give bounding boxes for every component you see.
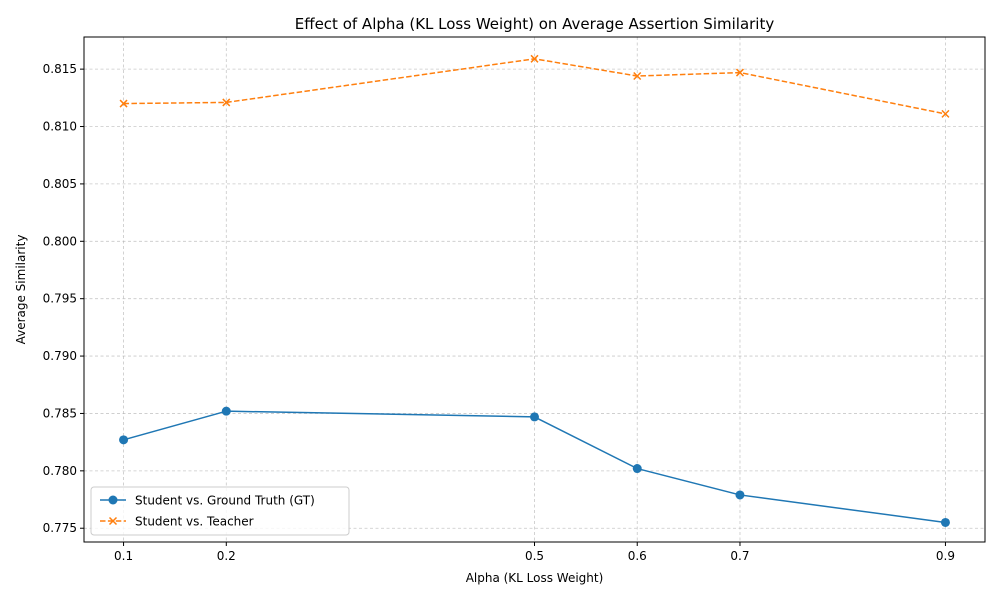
data-point <box>632 464 642 474</box>
legend: Student vs. Ground Truth (GT) Student vs… <box>90 486 350 536</box>
y-tick-label: 0.805 <box>43 177 77 191</box>
y-axis-label: Average Similarity <box>14 235 28 345</box>
data-point <box>530 412 539 422</box>
x-tick-label: 0.7 <box>730 549 749 563</box>
data-point <box>119 99 128 108</box>
series-line <box>123 410 946 524</box>
legend-box <box>90 486 350 536</box>
x-tick-label: 0.9 <box>936 549 955 563</box>
chart-title: Effect of Alpha (KL Loss Weight) on Aver… <box>295 15 775 33</box>
y-tick-label: 0.790 <box>43 349 77 363</box>
series-teacher <box>119 54 950 118</box>
series-layer <box>119 54 950 527</box>
data-point <box>633 71 642 81</box>
x-tick-label: 0.1 <box>114 549 133 563</box>
legend-label-gt: Student vs. Ground Truth (GT) <box>135 494 315 508</box>
data-point <box>940 517 950 527</box>
data-point <box>221 406 231 416</box>
x-tick-label: 0.2 <box>217 549 236 563</box>
y-tick-label: 0.775 <box>43 521 77 535</box>
data-point <box>735 68 745 77</box>
y-tick-label: 0.810 <box>43 120 77 134</box>
y-tick-label: 0.800 <box>43 234 77 248</box>
y-tick-label: 0.785 <box>43 406 77 420</box>
x-tick-label: 0.5 <box>525 549 544 563</box>
legend-label-teacher: Student vs. Teacher <box>135 515 254 529</box>
y-axis: 0.775 0.780 0.785 0.790 0.795 0.800 0.805 0.810… <box>43 62 84 535</box>
legend-swatch-teacher-marker <box>108 516 118 526</box>
data-point <box>941 109 950 118</box>
series-line <box>123 58 946 115</box>
data-point <box>119 435 129 445</box>
data-point <box>530 54 539 63</box>
y-tick-label: 0.815 <box>43 62 77 76</box>
y-tick-label: 0.780 <box>43 464 77 478</box>
series-gt <box>119 406 950 527</box>
x-axis: 0.1 0.2 0.5 0.6 0.7 0.9 <box>114 542 955 563</box>
x-tick-label: 0.6 <box>628 549 647 563</box>
grid <box>84 37 985 542</box>
data-point <box>735 490 745 500</box>
data-point <box>222 98 231 107</box>
legend-swatch-gt-marker <box>108 495 118 505</box>
y-tick-label: 0.795 <box>43 292 77 306</box>
x-axis-label: Alpha (KL Loss Weight) <box>466 571 604 585</box>
